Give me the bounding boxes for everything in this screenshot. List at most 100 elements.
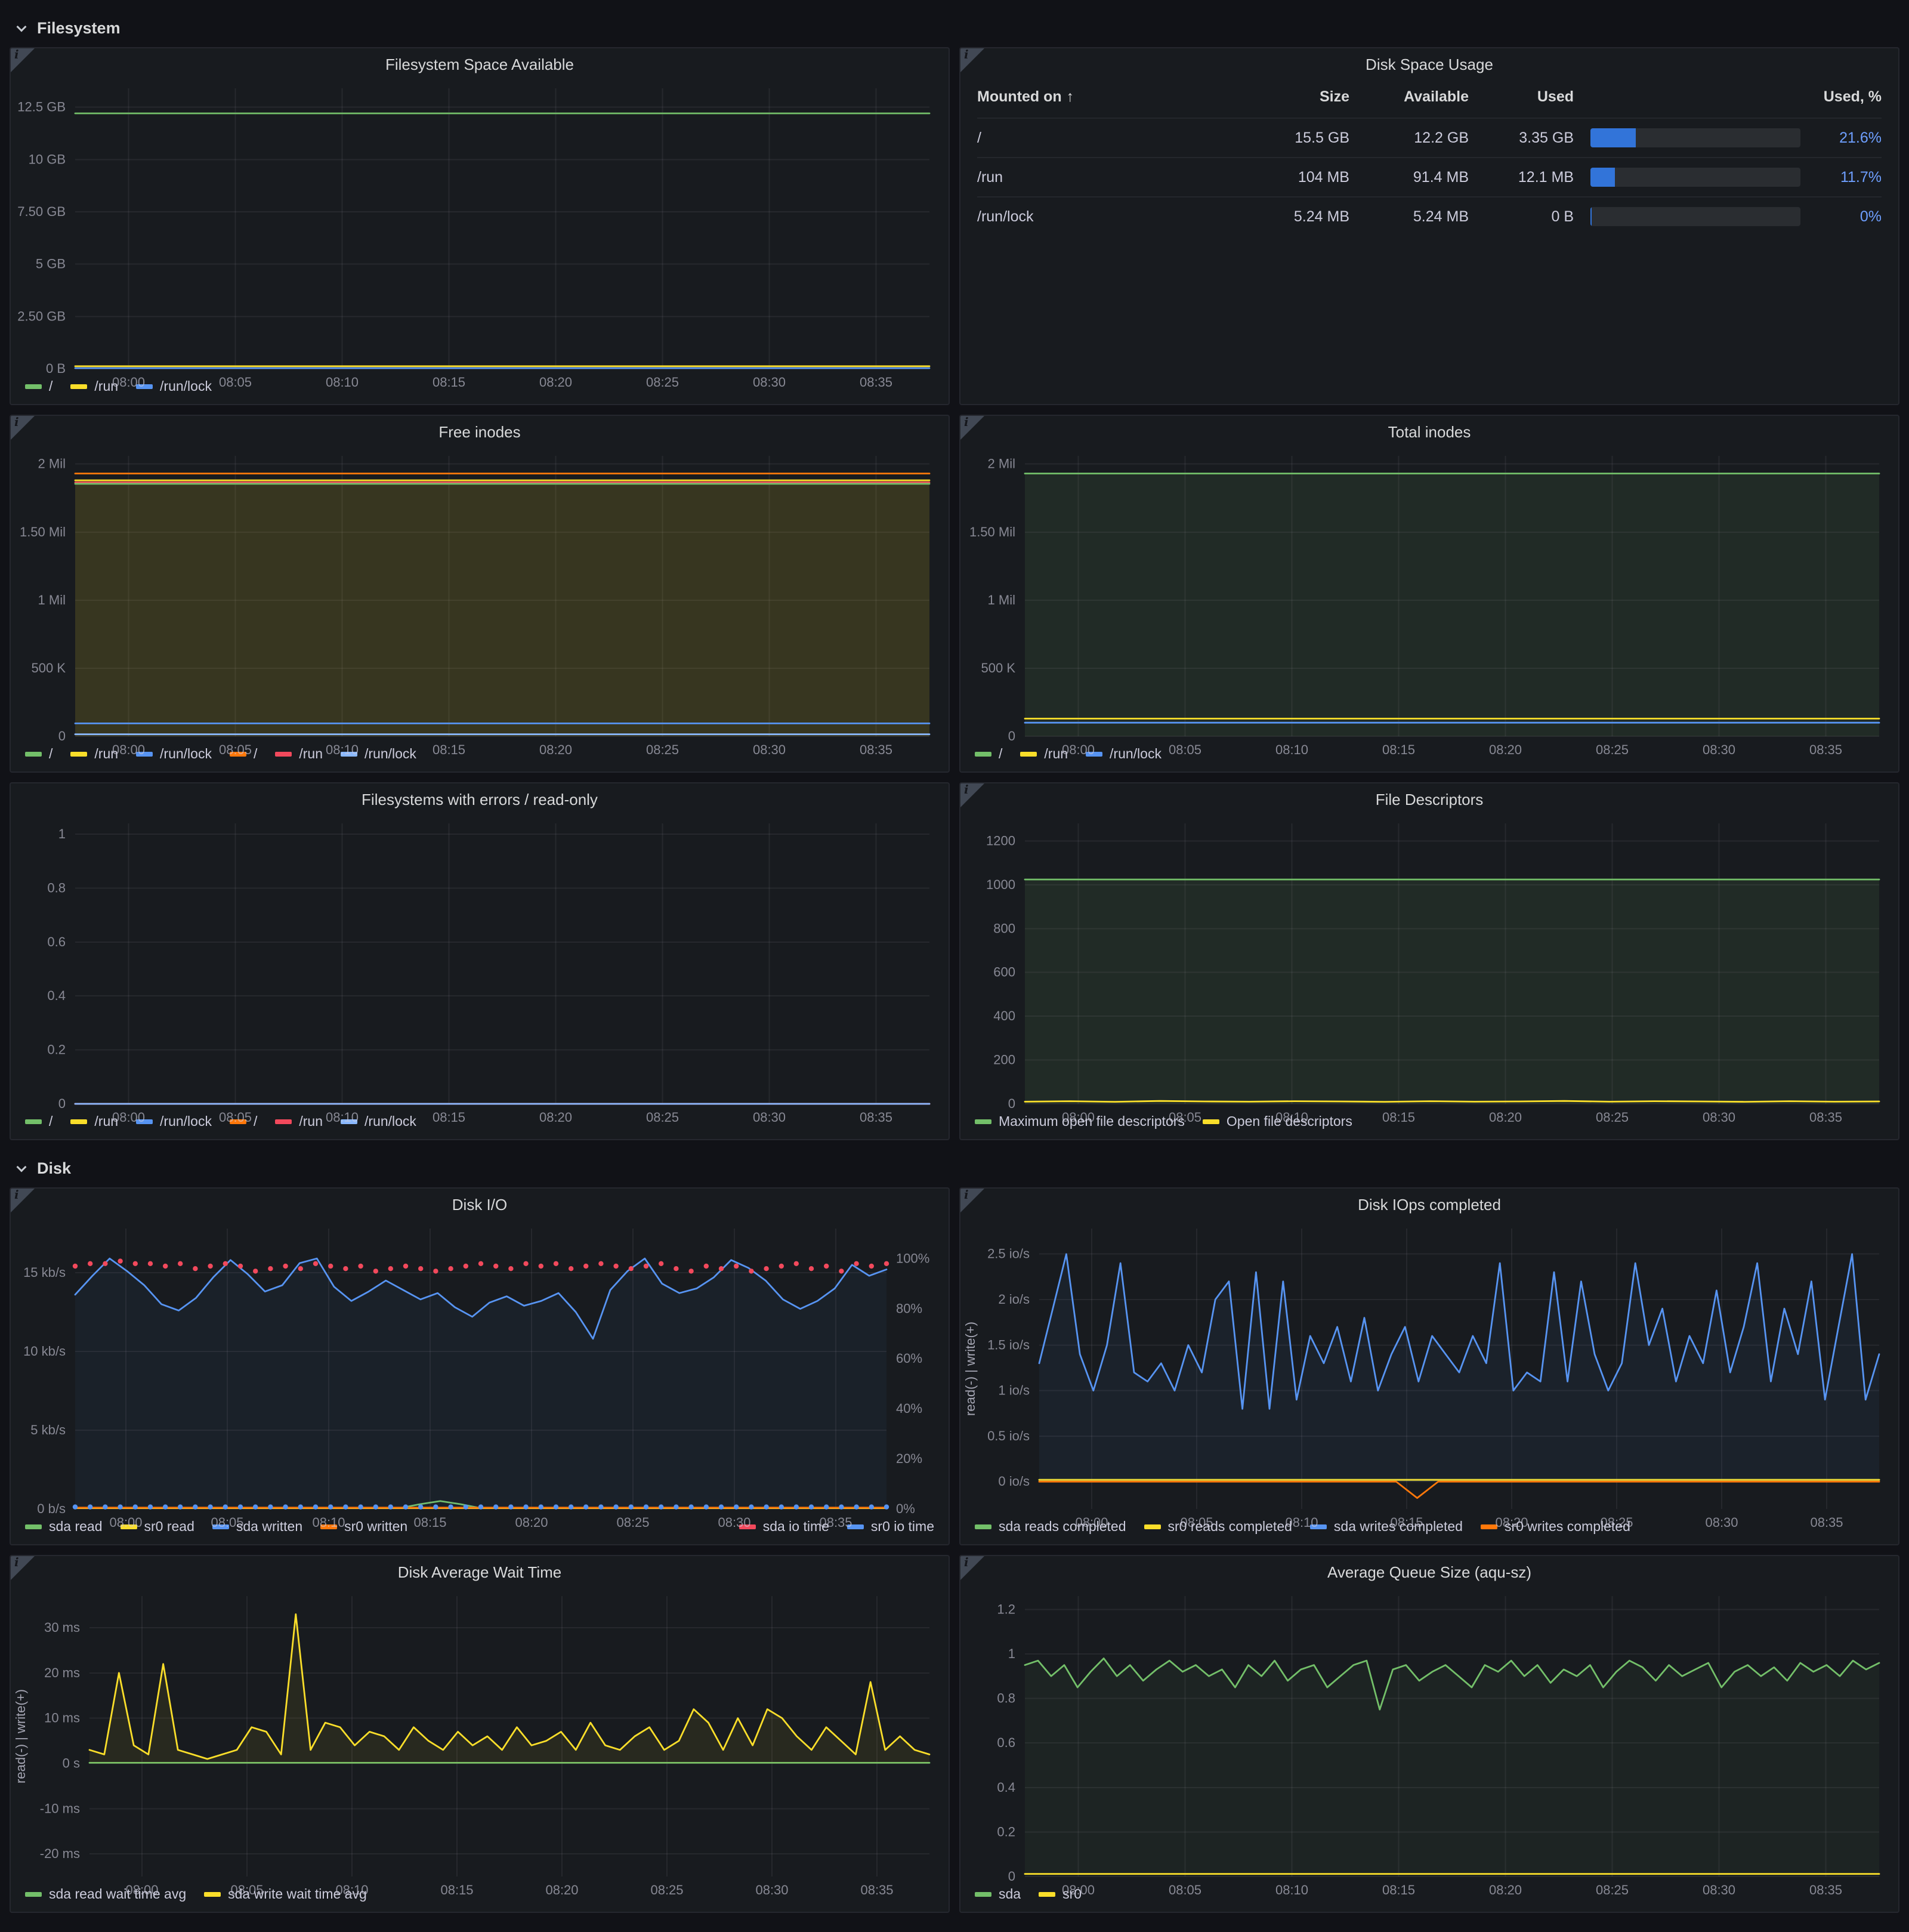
legend-item[interactable]: Maximum open file descriptors [975,1113,1185,1129]
panel-title[interactable]: Average Queue Size (aqu-sz) [1327,1563,1532,1581]
table-header-cell[interactable]: Mounted on ↑ [977,88,1074,105]
legend-item[interactable]: / [25,378,52,394]
legend-item[interactable]: sda writes completed [1309,1519,1463,1535]
legend-swatch-icon [975,1119,991,1124]
legend-item[interactable]: /run [275,1113,323,1129]
table-header-cell[interactable]: Used, % [1823,88,1882,105]
legend-label: sda writes completed [1333,1519,1463,1534]
legend-label: sr0 io time [870,1519,934,1534]
panel-info-icon[interactable] [11,48,35,72]
svg-text:1000: 1000 [986,877,1015,892]
legend-item[interactable]: sda read wait time avg [25,1886,186,1902]
legend-item[interactable]: / [25,746,52,762]
panel-title[interactable]: File Descriptors [1375,791,1484,808]
svg-text:08:20: 08:20 [1489,742,1522,757]
section-disk[interactable]: Disk [10,1150,1899,1187]
legend-item[interactable]: sda read [25,1519,103,1535]
table-header-cell[interactable]: Available [1404,88,1469,105]
sort-arrow-icon: ↑ [1066,88,1074,105]
legend-item[interactable]: sda io time [739,1519,829,1535]
svg-text:08:35: 08:35 [860,1882,893,1897]
legend-swatch-icon [136,384,153,389]
panel-title[interactable]: Total inodes [1388,423,1471,441]
table-cell: / [977,129,981,146]
legend-item[interactable]: sr0 written [320,1519,407,1535]
panel-title[interactable]: Free inodes [438,423,521,441]
legend-item[interactable]: /run [1020,746,1068,762]
table-cell: 91.4 MB [1413,168,1469,186]
svg-text:08:35: 08:35 [860,375,892,390]
svg-text:08:10: 08:10 [1275,1110,1308,1125]
svg-text:2 Mil: 2 Mil [988,456,1015,471]
legend-item[interactable]: / [229,746,257,762]
legend-item[interactable]: /run [70,1113,118,1129]
legend-item[interactable]: sr0 [1039,1886,1082,1902]
legend-item[interactable]: /run/lock [136,1113,212,1129]
svg-text:08:25: 08:25 [616,1515,649,1530]
legend-item[interactable]: /run/lock [341,746,416,762]
panel-info-icon[interactable] [11,1556,35,1580]
legend-item[interactable]: sr0 io time [847,1519,934,1535]
panel-info-icon[interactable] [960,1189,984,1212]
legend-item[interactable]: /run [70,746,118,762]
legend-label: /run/lock [160,746,212,761]
used-percent-bar [1574,128,1800,147]
legend-item[interactable]: / [229,1113,257,1129]
panel-info-icon[interactable] [11,1189,35,1212]
svg-text:08:05: 08:05 [1180,1515,1213,1530]
legend-item[interactable]: / [25,1113,52,1129]
panel-title[interactable]: Filesystem Space Available [385,55,574,73]
panel-title[interactable]: Disk Space Usage [1366,55,1493,73]
legend-label: /run/lock [160,1113,212,1129]
legend-item[interactable]: sr0 writes completed [1480,1519,1630,1535]
svg-text:08:15: 08:15 [440,1882,473,1897]
legend-item[interactable]: sda [975,1886,1021,1902]
panel-title[interactable]: Disk IOps completed [1358,1196,1501,1214]
legend-swatch-icon [320,1524,338,1529]
legend-item[interactable]: /run/lock [341,1113,416,1129]
svg-text:80%: 80% [896,1301,922,1316]
svg-text:08:25: 08:25 [646,375,679,390]
panel-info-icon[interactable] [960,783,984,807]
legend-item[interactable]: sda written [212,1519,302,1535]
legend-item[interactable]: sr0 reads completed [1144,1519,1292,1535]
legend-item[interactable]: /run/lock [136,378,212,394]
legend-item[interactable]: /run [275,746,323,762]
legend-item[interactable]: /run/lock [136,746,212,762]
legend-swatch-icon [975,1524,991,1529]
table-header-cell[interactable]: Size [1319,88,1349,105]
panel-info-icon[interactable] [960,1556,984,1580]
legend-swatch-icon [1309,1524,1327,1529]
svg-text:08:10: 08:10 [1275,742,1308,757]
legend-item[interactable]: sda write wait time avg [204,1886,367,1902]
legend: / /run/run/lock [11,376,949,404]
panel-title[interactable]: Disk Average Wait Time [397,1563,562,1581]
panel-title[interactable]: Filesystems with errors / read-only [362,791,598,808]
chart-area: 08:00 08:05 08:10 08:15 08:20 08:25 08:30 08:35… [11,444,949,757]
legend-item[interactable]: Open file descriptors [1202,1113,1352,1129]
legend-item[interactable]: /run [70,378,118,394]
svg-text:08:30: 08:30 [718,1515,750,1530]
svg-text:08:25: 08:25 [650,1882,683,1897]
svg-text:0 s: 0 s [63,1755,80,1770]
table-header-cell[interactable]: Used [1537,88,1574,105]
svg-text:08:20: 08:20 [539,1110,572,1125]
svg-text:08:30: 08:30 [753,1110,786,1125]
svg-text:read(-) | write(+): read(-) | write(+) [13,1689,28,1783]
svg-text:08:10: 08:10 [1285,1515,1318,1530]
legend-label: sda read wait time avg [49,1886,187,1902]
svg-text:08:35: 08:35 [1809,742,1842,757]
legend-item[interactable]: /run/lock [1086,746,1162,762]
legend-item[interactable]: sda reads completed [975,1519,1126,1535]
svg-text:read(-) | write(+): read(-) | write(+) [963,1322,978,1416]
panel-title[interactable]: Disk I/O [452,1196,508,1214]
panel-info-icon[interactable] [960,48,984,72]
section-filesystem[interactable]: Filesystem [10,10,1899,47]
legend-item[interactable]: sr0 read [120,1519,194,1535]
chart-area: 08:00 08:05 08:10 08:15 08:20 08:25 08:30 08:35… [11,1584,949,1897]
panel-info-icon[interactable] [11,416,35,440]
svg-text:08:30: 08:30 [1703,1110,1735,1125]
panel-info-icon[interactable] [960,416,984,440]
legend-item[interactable]: / [975,746,1002,762]
legend-group: / /run/run/lock / /run/run/lock [25,746,416,762]
